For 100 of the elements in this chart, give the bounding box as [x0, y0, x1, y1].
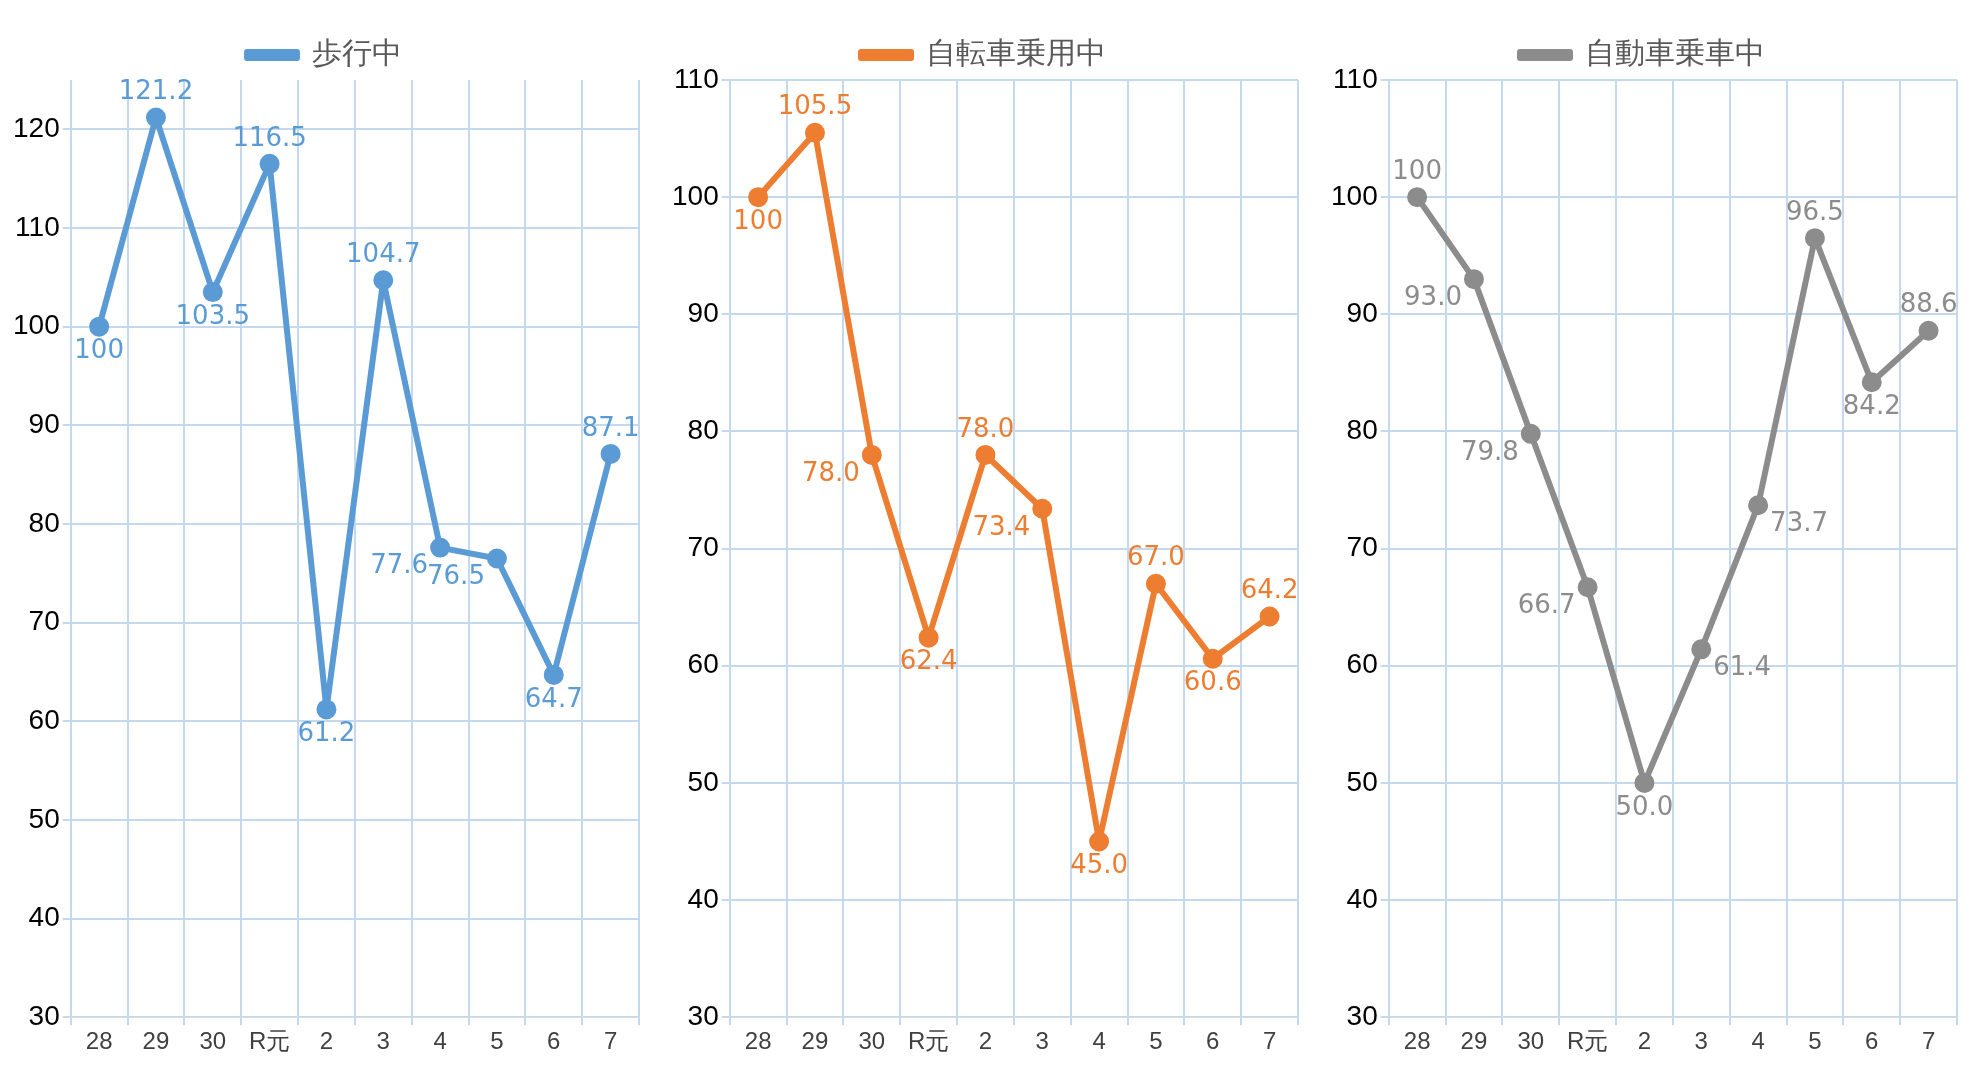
- point: [1202, 648, 1223, 669]
- y-tick-label: 90: [28, 408, 60, 439]
- point: [373, 270, 394, 291]
- y-tick-label: 50: [687, 765, 719, 797]
- data-label: 61.4: [1713, 651, 1772, 682]
- y-tick-label: 80: [687, 414, 719, 446]
- y-tick-label: 90: [687, 297, 719, 329]
- x-tick-label: 5: [1808, 1027, 1822, 1055]
- point: [145, 107, 166, 128]
- y-tick-label: 100: [13, 309, 60, 341]
- point: [1032, 498, 1053, 519]
- point: [259, 153, 280, 174]
- y-tick-label: 30: [687, 999, 719, 1031]
- point: [1145, 573, 1166, 594]
- legend-label: 歩行中: [312, 36, 402, 70]
- point: [1748, 495, 1769, 516]
- point: [1520, 423, 1541, 444]
- point: [1691, 639, 1712, 660]
- x-tick-label: 29: [142, 1027, 170, 1055]
- y-tick-label: 50: [1346, 765, 1378, 797]
- point: [748, 187, 769, 208]
- y-tick-label: 80: [1346, 414, 1378, 446]
- data-label: 78.0: [801, 456, 860, 487]
- data-label: 100: [1392, 154, 1442, 185]
- point: [430, 537, 451, 558]
- point: [543, 664, 564, 685]
- data-label: 96.5: [1785, 195, 1844, 226]
- data-label: 45.0: [1070, 849, 1129, 880]
- data-label: 87.1: [581, 411, 640, 442]
- x-tick-label: 28: [744, 1027, 772, 1055]
- y-tick-label: 50: [28, 802, 60, 834]
- y-tick-label: 40: [687, 882, 719, 914]
- y-tick-label: 60: [1346, 648, 1378, 680]
- x-tick-label: 5: [1149, 1027, 1163, 1055]
- data-label: 121.2: [118, 75, 194, 106]
- x-tick-label: 3: [1694, 1027, 1708, 1055]
- point: [804, 122, 825, 143]
- x-tick-label: 6: [1865, 1027, 1879, 1055]
- x-tick-label: 4: [433, 1027, 447, 1055]
- y-tick-label: 60: [28, 703, 60, 735]
- legend-label: 自転車乗用中: [926, 36, 1106, 70]
- point: [1861, 372, 1882, 393]
- point: [861, 444, 882, 465]
- data-label: 64.7: [524, 682, 583, 713]
- y-tick-label: 100: [672, 179, 719, 211]
- data-label: 66.7: [1517, 589, 1576, 620]
- x-tick-label: 28: [1403, 1027, 1431, 1055]
- x-tick-label: 3: [1035, 1027, 1049, 1055]
- data-label: 79.8: [1460, 435, 1519, 466]
- y-tick-label: 60: [687, 648, 719, 680]
- data-label: 73.7: [1770, 507, 1828, 537]
- y-tick-label: 30: [1346, 999, 1378, 1031]
- data-label: 62.4: [899, 645, 958, 676]
- x-tick-label: 30: [199, 1027, 227, 1055]
- x-tick-label: R元: [1566, 1027, 1609, 1055]
- data-label: 50.0: [1615, 790, 1674, 821]
- point: [1918, 320, 1939, 341]
- y-tick-label: 40: [28, 901, 60, 933]
- x-tick-label: 29: [1460, 1027, 1488, 1055]
- point: [486, 548, 507, 569]
- point: [1577, 577, 1598, 598]
- x-tick-label: 5: [490, 1027, 504, 1055]
- data-label: 61.2: [297, 717, 356, 748]
- y-tick-label: 80: [28, 506, 60, 538]
- x-tick-label: 30: [858, 1027, 886, 1055]
- point: [202, 282, 223, 303]
- point: [600, 443, 621, 464]
- y-tick-label: 100: [1331, 179, 1378, 211]
- data-label: 103.5: [175, 299, 251, 330]
- x-tick-label: 7: [1921, 1027, 1936, 1055]
- x-tick-label: 2: [319, 1027, 334, 1055]
- x-tick-label: 4: [1751, 1027, 1765, 1055]
- data-label: 93.0: [1404, 280, 1462, 311]
- x-tick-label: R元: [248, 1027, 291, 1055]
- data-label: 77.6: [370, 549, 429, 580]
- point: [975, 444, 996, 465]
- point: [1259, 606, 1280, 627]
- x-tick-label: 6: [547, 1027, 561, 1055]
- data-label: 100: [74, 334, 124, 365]
- y-tick-label: 90: [1346, 297, 1378, 329]
- point: [316, 699, 337, 720]
- point: [1804, 228, 1825, 249]
- y-tick-label: 40: [1346, 882, 1378, 914]
- y-tick-label: 30: [28, 999, 60, 1031]
- data-label: 67.0: [1126, 541, 1185, 572]
- data-label: 105.5: [777, 90, 853, 121]
- x-tick-label: 28: [85, 1027, 113, 1055]
- y-tick-label: 70: [687, 531, 719, 563]
- x-tick-label: 4: [1092, 1027, 1106, 1055]
- data-label: 100: [733, 204, 783, 235]
- data-label: 116.5: [232, 121, 307, 152]
- point: [1634, 772, 1655, 793]
- data-label: 104.7: [346, 238, 421, 269]
- x-tick-label: 7: [1262, 1027, 1277, 1055]
- x-tick-label: 30: [1517, 1027, 1545, 1055]
- point: [1407, 187, 1428, 208]
- legend-label: 自動車乗車中: [1585, 36, 1765, 70]
- x-tick-label: R元: [907, 1027, 950, 1055]
- x-tick-label: 3: [376, 1027, 390, 1055]
- data-label: 73.4: [972, 510, 1031, 541]
